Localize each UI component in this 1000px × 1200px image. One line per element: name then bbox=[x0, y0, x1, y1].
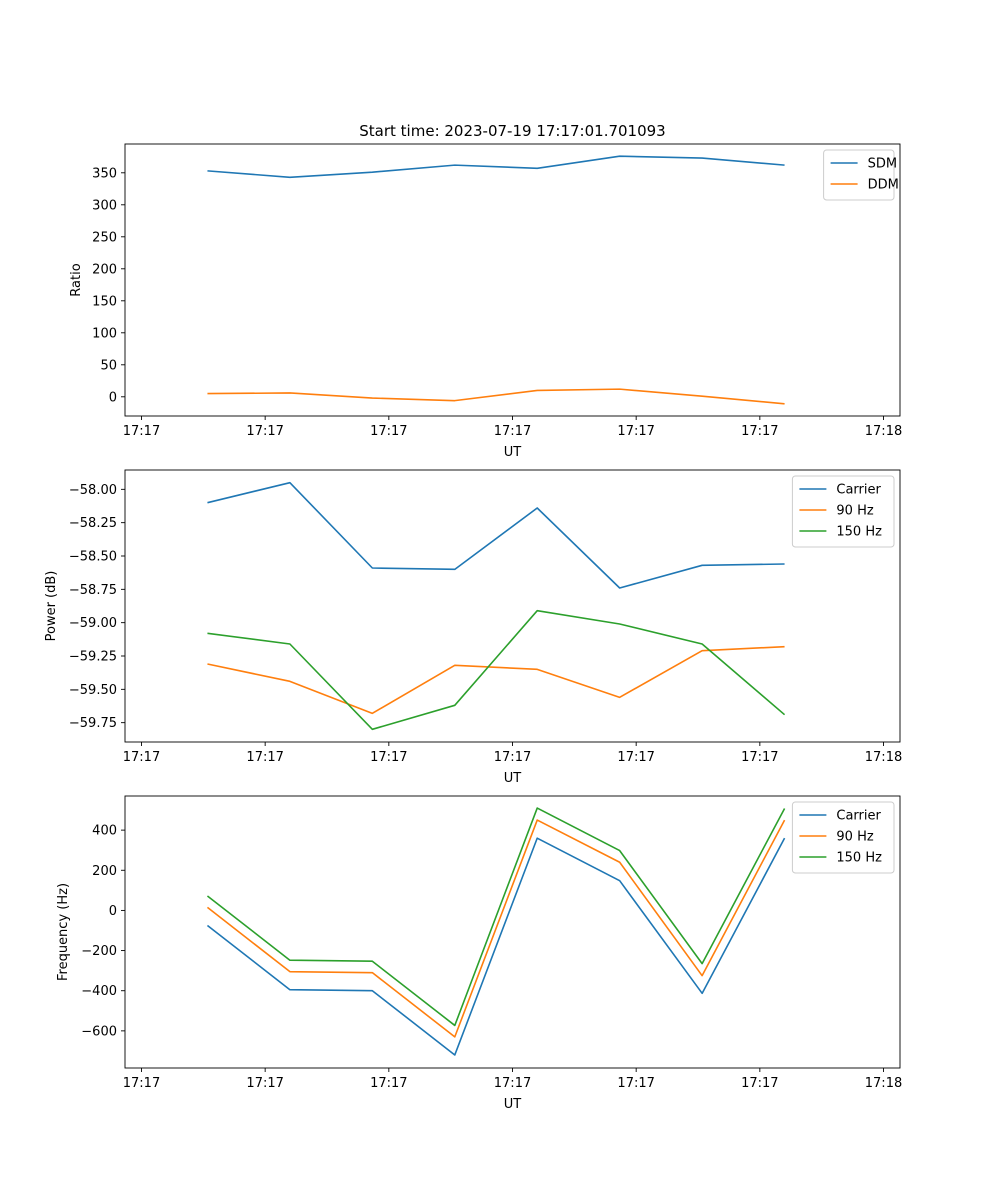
y-tick-label: 350 bbox=[92, 166, 117, 181]
legend-label: 150 Hz bbox=[836, 525, 882, 540]
series-line-150-hz bbox=[206, 807, 786, 1027]
x-tick-label: 17:17 bbox=[741, 750, 778, 765]
y-tick-label: −58.25 bbox=[69, 516, 117, 531]
x-tick-label: 17:17 bbox=[246, 750, 283, 765]
series-line-carrier bbox=[206, 837, 786, 1056]
x-tick-label: 17:17 bbox=[494, 750, 531, 765]
x-tick-label: 17:17 bbox=[494, 424, 531, 439]
x-tick-label: 17:18 bbox=[865, 750, 902, 765]
x-tick-label: 17:17 bbox=[123, 424, 160, 439]
y-tick-label: −600 bbox=[81, 1024, 117, 1039]
x-axis-label: UT bbox=[504, 771, 522, 786]
x-tick-label: 17:17 bbox=[741, 1076, 778, 1091]
series-line-carrier bbox=[207, 481, 785, 589]
x-axis-label: UT bbox=[504, 445, 522, 460]
legend-label: 90 Hz bbox=[836, 830, 873, 845]
y-tick-label: −400 bbox=[81, 984, 117, 999]
series-line-sdm bbox=[207, 155, 785, 179]
ratio-subplot: Start time: 2023-07-19 17:17:01.701093 1… bbox=[69, 122, 902, 460]
y-tick-label: 250 bbox=[92, 230, 117, 245]
x-tick-label: 17:17 bbox=[617, 424, 654, 439]
legend-box bbox=[791, 801, 895, 874]
y-tick-label: 0 bbox=[109, 904, 117, 919]
x-tick-label: 17:17 bbox=[246, 1076, 283, 1091]
y-axis-label: Power (dB) bbox=[44, 571, 59, 642]
y-tick-label: −59.00 bbox=[69, 616, 117, 631]
y-tick-label: −59.25 bbox=[69, 650, 117, 665]
y-tick-label: 400 bbox=[92, 824, 117, 839]
series-line-90-hz bbox=[207, 645, 785, 715]
frequency-subplot: 17:17 17:17 17:17 17:17 17:17 17:17 17:18 −600 −… bbox=[56, 795, 902, 1112]
chart-title: Start time: 2023-07-19 17:17:01.701093 bbox=[359, 122, 665, 140]
x-tick-label: 17:17 bbox=[370, 424, 407, 439]
y-tick-label: 200 bbox=[92, 262, 117, 277]
y-axis-label: Frequency (Hz) bbox=[56, 883, 71, 981]
series-line-90-hz bbox=[206, 819, 786, 1038]
legend: Carrier 90 Hz 150 Hz bbox=[791, 475, 895, 548]
y-tick-label: −58.75 bbox=[69, 583, 117, 598]
y-tick-label: −58.00 bbox=[69, 483, 117, 498]
x-tick-label: 17:17 bbox=[370, 750, 407, 765]
legend: Carrier 90 Hz 150 Hz bbox=[791, 801, 895, 874]
power-subplot: 17:17 17:17 17:17 17:17 17:17 17:17 17:18 −58.0… bbox=[44, 469, 902, 786]
legend-label: Carrier bbox=[836, 483, 881, 498]
series-line-150-hz bbox=[207, 609, 786, 731]
x-tick-label: 17:17 bbox=[123, 750, 160, 765]
x-tick-label: 17:17 bbox=[370, 1076, 407, 1091]
legend-label: 150 Hz bbox=[836, 851, 882, 866]
y-tick-label: −59.75 bbox=[69, 716, 117, 731]
y-tick-label: −200 bbox=[81, 944, 117, 959]
legend-label: 90 Hz bbox=[836, 504, 873, 519]
x-axis-label: UT bbox=[504, 1097, 522, 1112]
y-tick-label: 50 bbox=[100, 358, 117, 373]
x-tick-label: 17:18 bbox=[865, 1076, 902, 1091]
x-tick-label: 17:17 bbox=[494, 1076, 531, 1091]
y-tick-label: 150 bbox=[92, 294, 117, 309]
y-tick-label: 100 bbox=[92, 326, 117, 341]
legend-box bbox=[791, 475, 895, 548]
legend: SDM DDM bbox=[823, 149, 899, 201]
frequency-plot-area: 17:17 17:17 17:17 17:17 17:17 17:17 17:18 −600 −… bbox=[81, 795, 902, 1091]
power-plot-area: 17:17 17:17 17:17 17:17 17:17 17:17 17:18 −58.0… bbox=[69, 469, 902, 765]
legend-label: DDM bbox=[868, 178, 899, 193]
y-axis-label: Ratio bbox=[69, 263, 84, 296]
x-tick-label: 17:17 bbox=[741, 424, 778, 439]
x-tick-label: 17:17 bbox=[617, 750, 654, 765]
x-tick-label: 17:17 bbox=[246, 424, 283, 439]
x-tick-label: 17:17 bbox=[617, 1076, 654, 1091]
y-tick-label: −59.50 bbox=[69, 683, 117, 698]
y-tick-label: 300 bbox=[92, 198, 117, 213]
x-tick-label: 17:18 bbox=[865, 424, 902, 439]
x-tick-label: 17:17 bbox=[123, 1076, 160, 1091]
legend-label: Carrier bbox=[836, 809, 881, 824]
y-tick-label: 0 bbox=[109, 390, 117, 405]
y-tick-label: 200 bbox=[92, 864, 117, 879]
ratio-plot-area: 17:17 17:17 17:17 17:17 17:17 17:17 17:18 0 50 10… bbox=[92, 143, 902, 439]
legend-label: SDM bbox=[868, 157, 897, 172]
y-tick-label: −58.50 bbox=[69, 550, 117, 565]
series-line-ddm bbox=[207, 388, 785, 405]
